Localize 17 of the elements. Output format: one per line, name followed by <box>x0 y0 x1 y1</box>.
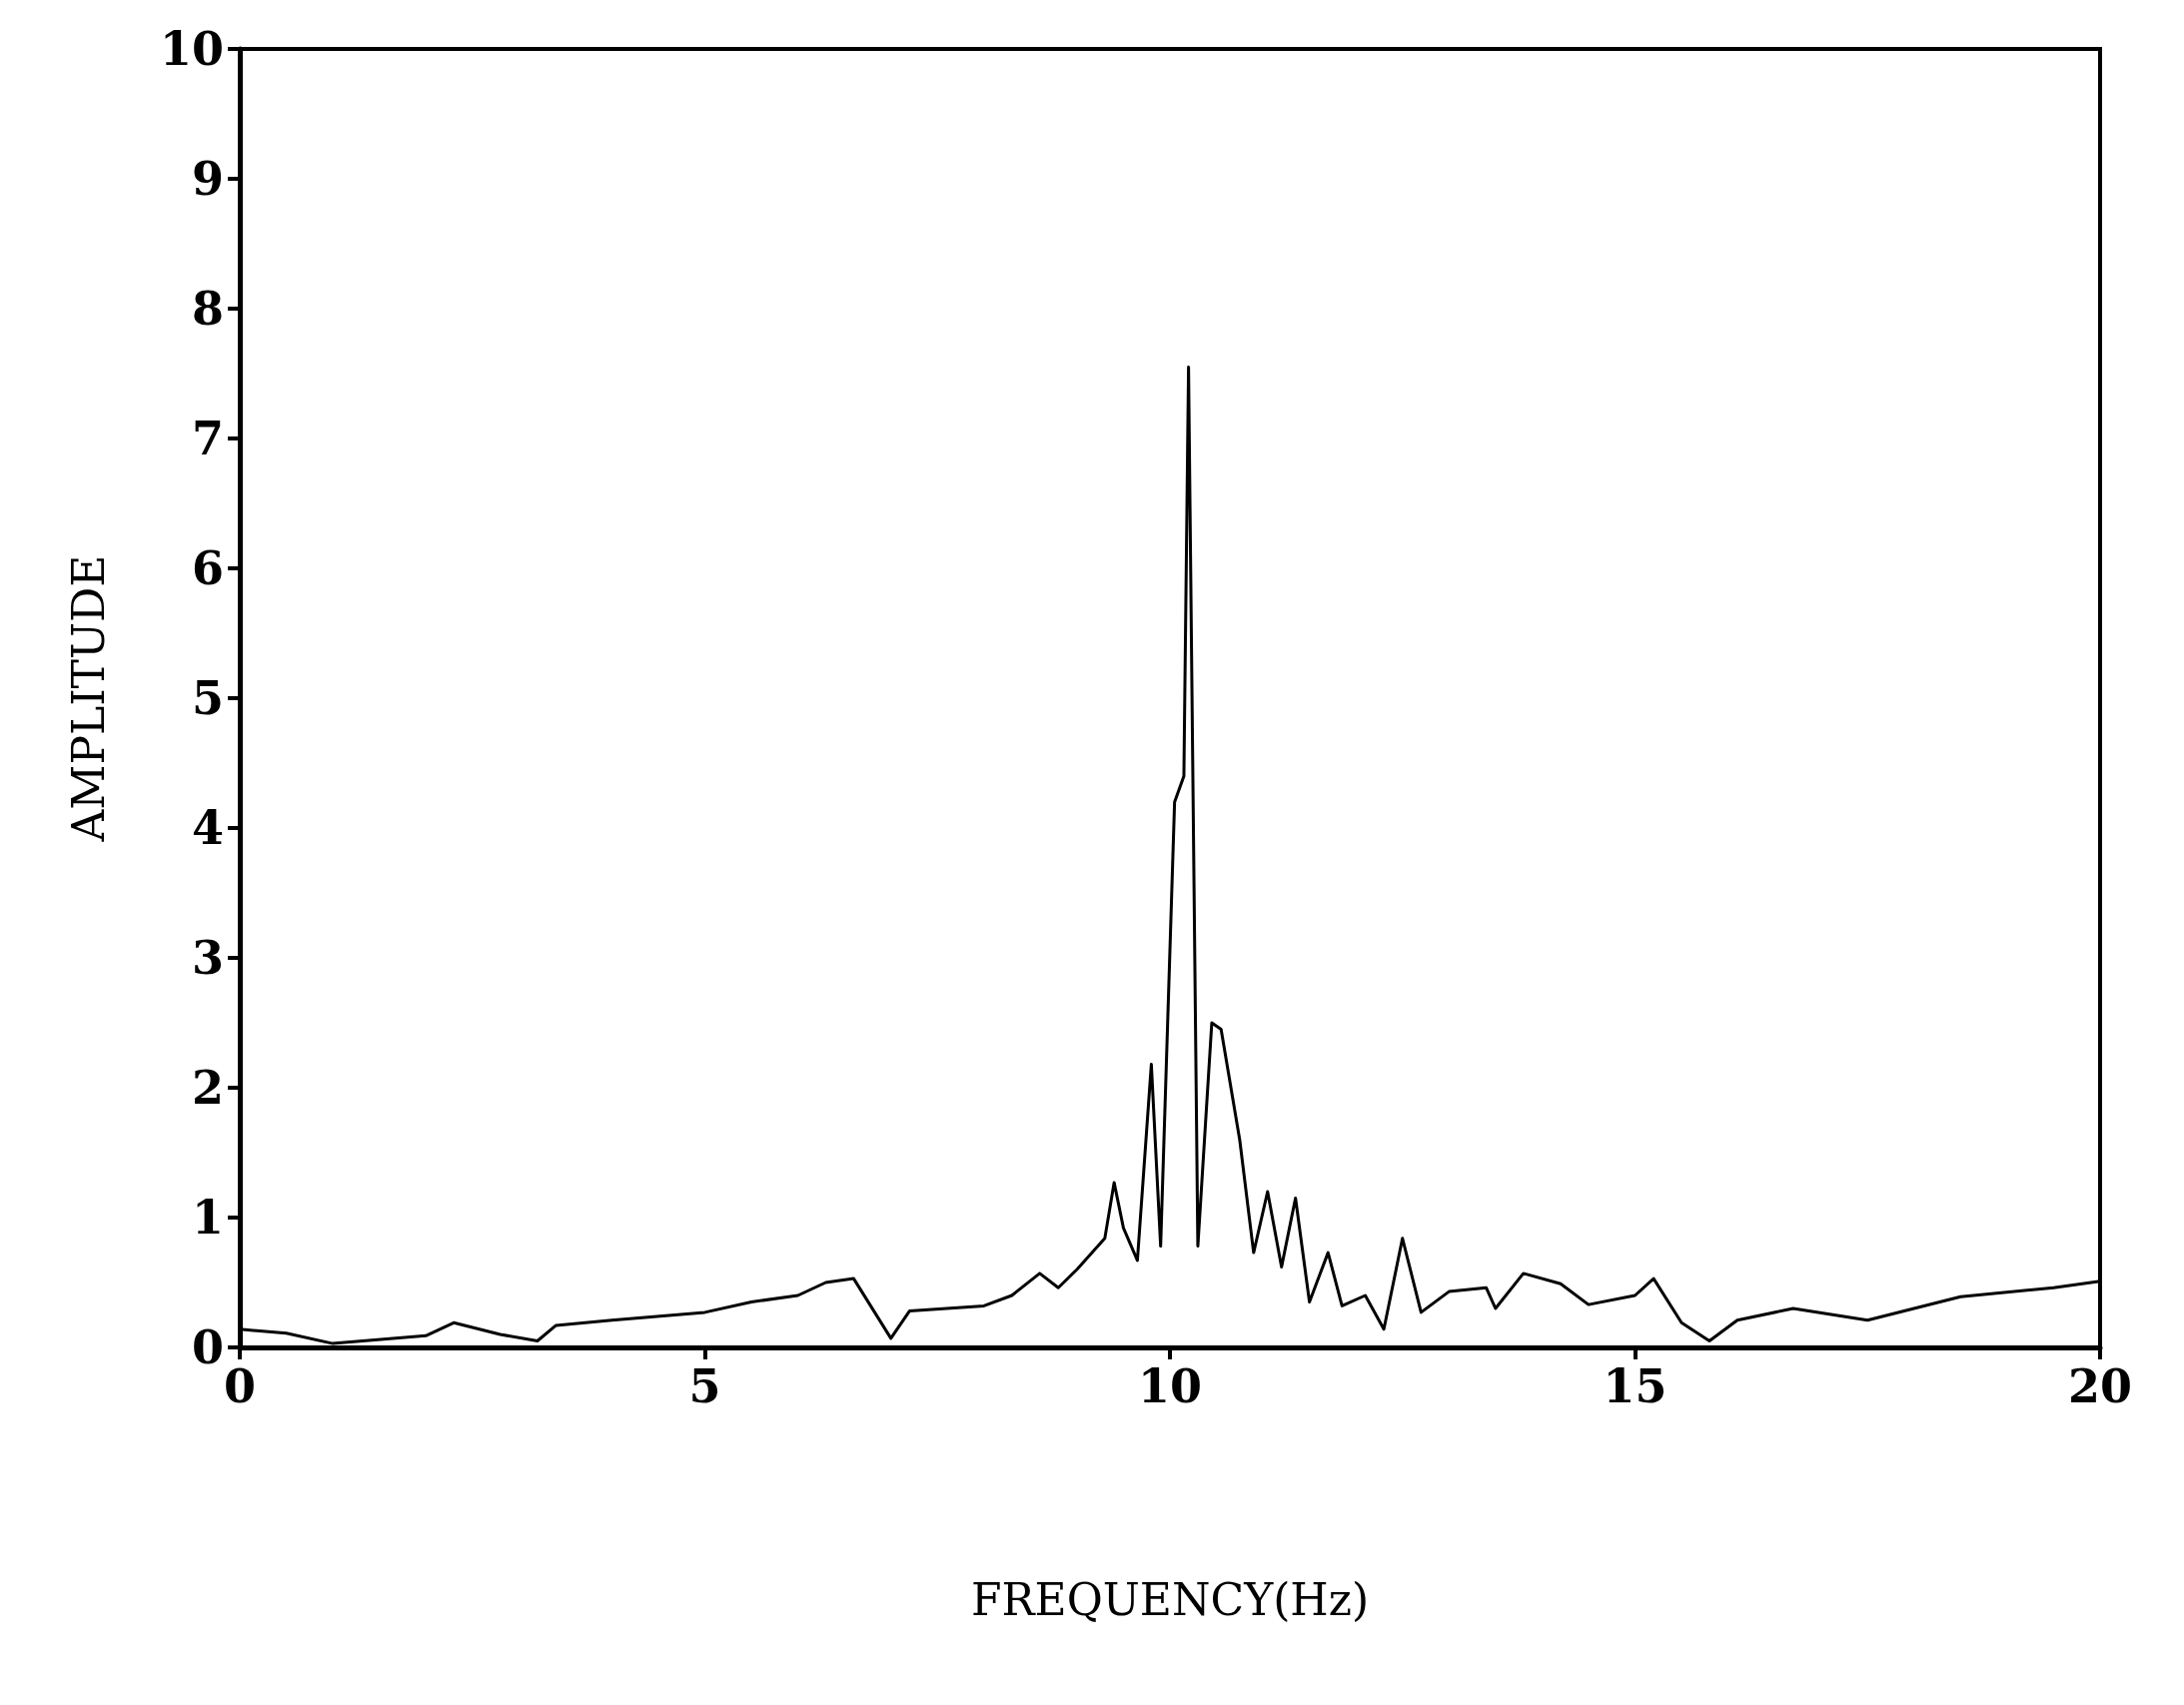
y-tick-label: 8 <box>191 282 224 336</box>
x-tick-label: 10 <box>1137 1359 1203 1413</box>
y-tick-label: 6 <box>191 541 224 595</box>
y-tick-label: 2 <box>191 1061 224 1115</box>
x-tick-label: 5 <box>688 1359 721 1413</box>
x-tick-label: 20 <box>2067 1359 2133 1413</box>
x-axis-title: FREQUENCY(Hz) <box>970 1573 1370 1625</box>
y-tick-label: 3 <box>191 931 224 985</box>
y-axis-title: AMPLITUDE <box>62 554 114 843</box>
y-tick-label: 1 <box>191 1191 224 1245</box>
y-tick-label: 9 <box>191 152 224 206</box>
y-tick-label: 10 <box>159 22 224 76</box>
x-tick-label: 15 <box>1603 1359 1667 1413</box>
y-tick-label: 0 <box>191 1320 224 1374</box>
y-tick-label: 4 <box>191 801 224 855</box>
y-tick-label: 7 <box>191 412 224 465</box>
y-tick-label: 5 <box>191 671 224 725</box>
